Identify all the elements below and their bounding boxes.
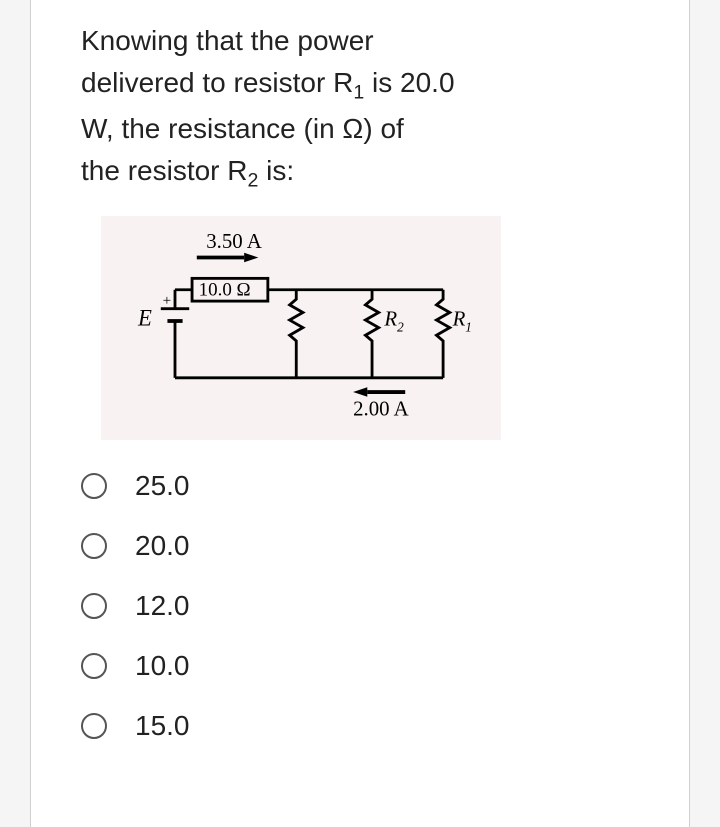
option-c-label: 12.0 <box>135 590 190 622</box>
q-line3: W, the resistance (in Ω) of <box>81 113 404 144</box>
question-card: Knowing that the power delivered to resi… <box>30 0 690 827</box>
q-line2-post: is 20.0 <box>364 67 454 98</box>
question-text: Knowing that the power delivered to resi… <box>81 20 639 196</box>
option-b-label: 20.0 <box>135 530 190 562</box>
option-e[interactable]: 15.0 <box>81 710 639 742</box>
option-c[interactable]: 12.0 <box>81 590 639 622</box>
q-line2-sub: 1 <box>353 82 364 104</box>
option-e-label: 15.0 <box>135 710 190 742</box>
option-a[interactable]: 25.0 <box>81 470 639 502</box>
q-line2-pre: delivered to resistor R <box>81 67 353 98</box>
radio-icon <box>81 653 107 679</box>
top-resistor-label: 10.0 Ω <box>199 279 251 300</box>
options-list: 25.0 20.0 12.0 10.0 15.0 <box>81 470 639 742</box>
option-a-label: 25.0 <box>135 470 190 502</box>
radio-icon <box>81 593 107 619</box>
bottom-current-label: 2.00 A <box>353 397 409 421</box>
radio-icon <box>81 473 107 499</box>
circuit-svg: 3.50 A E + 10.0 Ω R2 R1 <box>121 231 481 420</box>
top-current-label: 3.50 A <box>206 231 262 253</box>
q-line4-pre: the resistor R <box>81 155 248 186</box>
circuit-diagram: 3.50 A E + 10.0 Ω R2 R1 <box>101 216 501 440</box>
emf-label: E <box>137 306 152 331</box>
option-d[interactable]: 10.0 <box>81 650 639 682</box>
r1-label: R1 <box>452 307 472 335</box>
option-b[interactable]: 20.0 <box>81 530 639 562</box>
option-d-label: 10.0 <box>135 650 190 682</box>
plus-label: + <box>163 292 172 309</box>
q-line4-sub: 2 <box>248 170 259 192</box>
radio-icon <box>81 533 107 559</box>
q-line1: Knowing that the power <box>81 25 374 56</box>
radio-icon <box>81 713 107 739</box>
q-line4-post: is: <box>258 155 294 186</box>
r2-label: R2 <box>383 307 404 335</box>
